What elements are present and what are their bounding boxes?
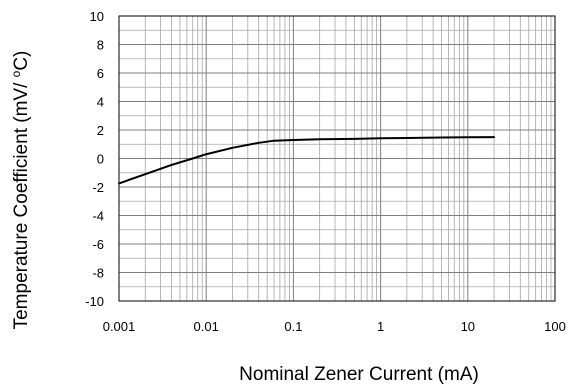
y-tick-label: 6: [97, 66, 104, 81]
x-tick-label: 100: [544, 319, 566, 334]
y-tick-label: 2: [97, 123, 104, 138]
series-line-0: [118, 136, 496, 185]
y-tick-label: -6: [92, 237, 104, 252]
x-tick-label: 0.001: [103, 319, 136, 334]
y-tick-label: 8: [97, 38, 104, 53]
y-tick-label: -10: [85, 294, 104, 309]
y-tick-label: 0: [97, 152, 104, 167]
x-tick-label: 1: [377, 319, 384, 334]
x-tick-labels: 0.001 0.01 0.1 1 10 100: [103, 319, 566, 334]
x-axis-title: Nominal Zener Current (mA): [239, 364, 479, 385]
y-tick-labels: 10 8 6 4 2 0 -2 -4 -6 -8 -10: [85, 9, 104, 309]
x-tick-label: 0.1: [284, 319, 302, 334]
y-tick-label: -2: [92, 180, 104, 195]
y-tick-label: -4: [92, 209, 104, 224]
y-tick-label: -8: [92, 266, 104, 281]
y-axis-title-main: Temperature Coefficient (mV/: [11, 77, 32, 329]
y-axis-title-unit: C): [11, 51, 32, 71]
x-tick-label: 10: [461, 319, 475, 334]
plot-frame: [118, 15, 556, 302]
y-axis-title: Temperature Coefficient (mV/ oC): [9, 51, 32, 330]
y-tick-label: 10: [90, 9, 104, 24]
y-tick-label: 4: [97, 95, 104, 110]
y-axis-title-superscript: o: [9, 70, 23, 77]
series-layer: [118, 136, 496, 185]
x-tick-label: 0.01: [194, 319, 219, 334]
